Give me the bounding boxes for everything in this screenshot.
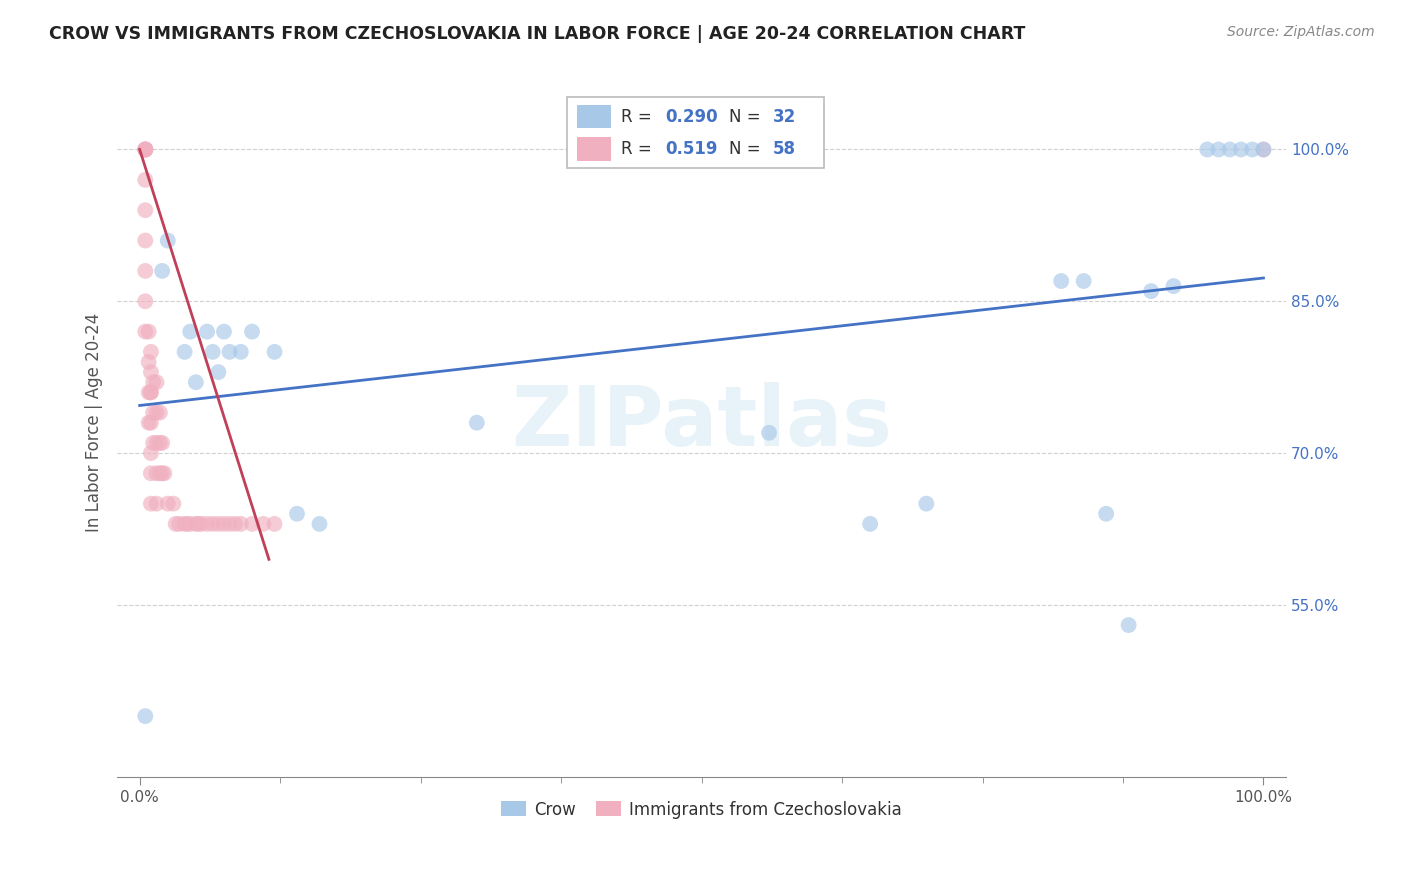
Point [139, 365, 162, 379]
Point [134, 143, 156, 157]
Point [308, 516, 330, 531]
Point [263, 344, 285, 359]
Legend: Crow, Immigrants from Czechoslovakia: Crow, Immigrants from Czechoslovakia [495, 794, 908, 825]
Point [212, 325, 235, 339]
Point [162, 497, 184, 511]
Point [134, 143, 156, 157]
Point [145, 406, 167, 420]
Point [1230, 143, 1253, 157]
Point [1095, 507, 1118, 521]
Point [134, 325, 156, 339]
Point [167, 516, 190, 531]
Point [201, 516, 224, 531]
Point [1219, 143, 1241, 157]
Point [195, 516, 218, 531]
Point [240, 516, 263, 531]
Point [758, 425, 780, 440]
Point [150, 467, 173, 481]
Point [149, 436, 172, 450]
Point [139, 344, 162, 359]
Point [153, 467, 176, 481]
Point [149, 406, 172, 420]
Point [134, 143, 156, 157]
Point [134, 294, 156, 309]
Point [229, 344, 252, 359]
Point [134, 203, 156, 218]
Point [207, 516, 229, 531]
Point [252, 516, 274, 531]
Point [145, 375, 167, 389]
Point [156, 497, 179, 511]
Point [139, 467, 162, 481]
Point [195, 325, 218, 339]
Point [134, 234, 156, 248]
Point [224, 516, 246, 531]
Point [134, 709, 156, 723]
Point [179, 325, 201, 339]
Text: CROW VS IMMIGRANTS FROM CZECHOSLOVAKIA IN LABOR FORCE | AGE 20-24 CORRELATION CH: CROW VS IMMIGRANTS FROM CZECHOSLOVAKIA I… [49, 25, 1025, 43]
Point [212, 516, 235, 531]
Point [139, 497, 162, 511]
Point [218, 516, 240, 531]
Point [138, 385, 160, 400]
Point [263, 516, 285, 531]
Point [240, 325, 263, 339]
Point [139, 416, 162, 430]
Point [187, 516, 209, 531]
Point [142, 375, 165, 389]
Point [134, 143, 156, 157]
Point [150, 264, 173, 278]
Point [134, 173, 156, 187]
Point [1050, 274, 1073, 288]
Point [1253, 143, 1275, 157]
Point [1253, 143, 1275, 157]
Point [145, 467, 167, 481]
Point [142, 406, 165, 420]
Text: Source: ZipAtlas.com: Source: ZipAtlas.com [1227, 25, 1375, 39]
Point [165, 516, 187, 531]
Point [1118, 618, 1140, 632]
Point [184, 516, 207, 531]
Point [218, 344, 240, 359]
Point [915, 497, 938, 511]
Point [150, 436, 173, 450]
Point [173, 516, 195, 531]
Point [156, 234, 179, 248]
Point [138, 325, 160, 339]
Point [138, 416, 160, 430]
Point [859, 516, 882, 531]
Point [1241, 143, 1264, 157]
Point [139, 385, 162, 400]
Point [465, 416, 488, 430]
Point [229, 516, 252, 531]
Point [207, 365, 229, 379]
Point [139, 446, 162, 460]
Y-axis label: In Labor Force | Age 20-24: In Labor Force | Age 20-24 [86, 313, 103, 533]
Text: ZIPatlas: ZIPatlas [510, 382, 891, 463]
Point [201, 344, 224, 359]
Point [1073, 274, 1095, 288]
Point [145, 436, 167, 450]
Point [184, 375, 207, 389]
Point [134, 143, 156, 157]
Point [285, 507, 308, 521]
Point [1163, 279, 1185, 293]
Point [176, 516, 198, 531]
Point [138, 355, 160, 369]
Point [139, 385, 162, 400]
Point [1197, 143, 1219, 157]
Point [1208, 143, 1230, 157]
Point [149, 467, 172, 481]
Point [145, 497, 167, 511]
Point [179, 516, 201, 531]
Point [134, 264, 156, 278]
Point [190, 516, 212, 531]
Point [142, 436, 165, 450]
Point [173, 344, 195, 359]
Point [1140, 284, 1163, 298]
